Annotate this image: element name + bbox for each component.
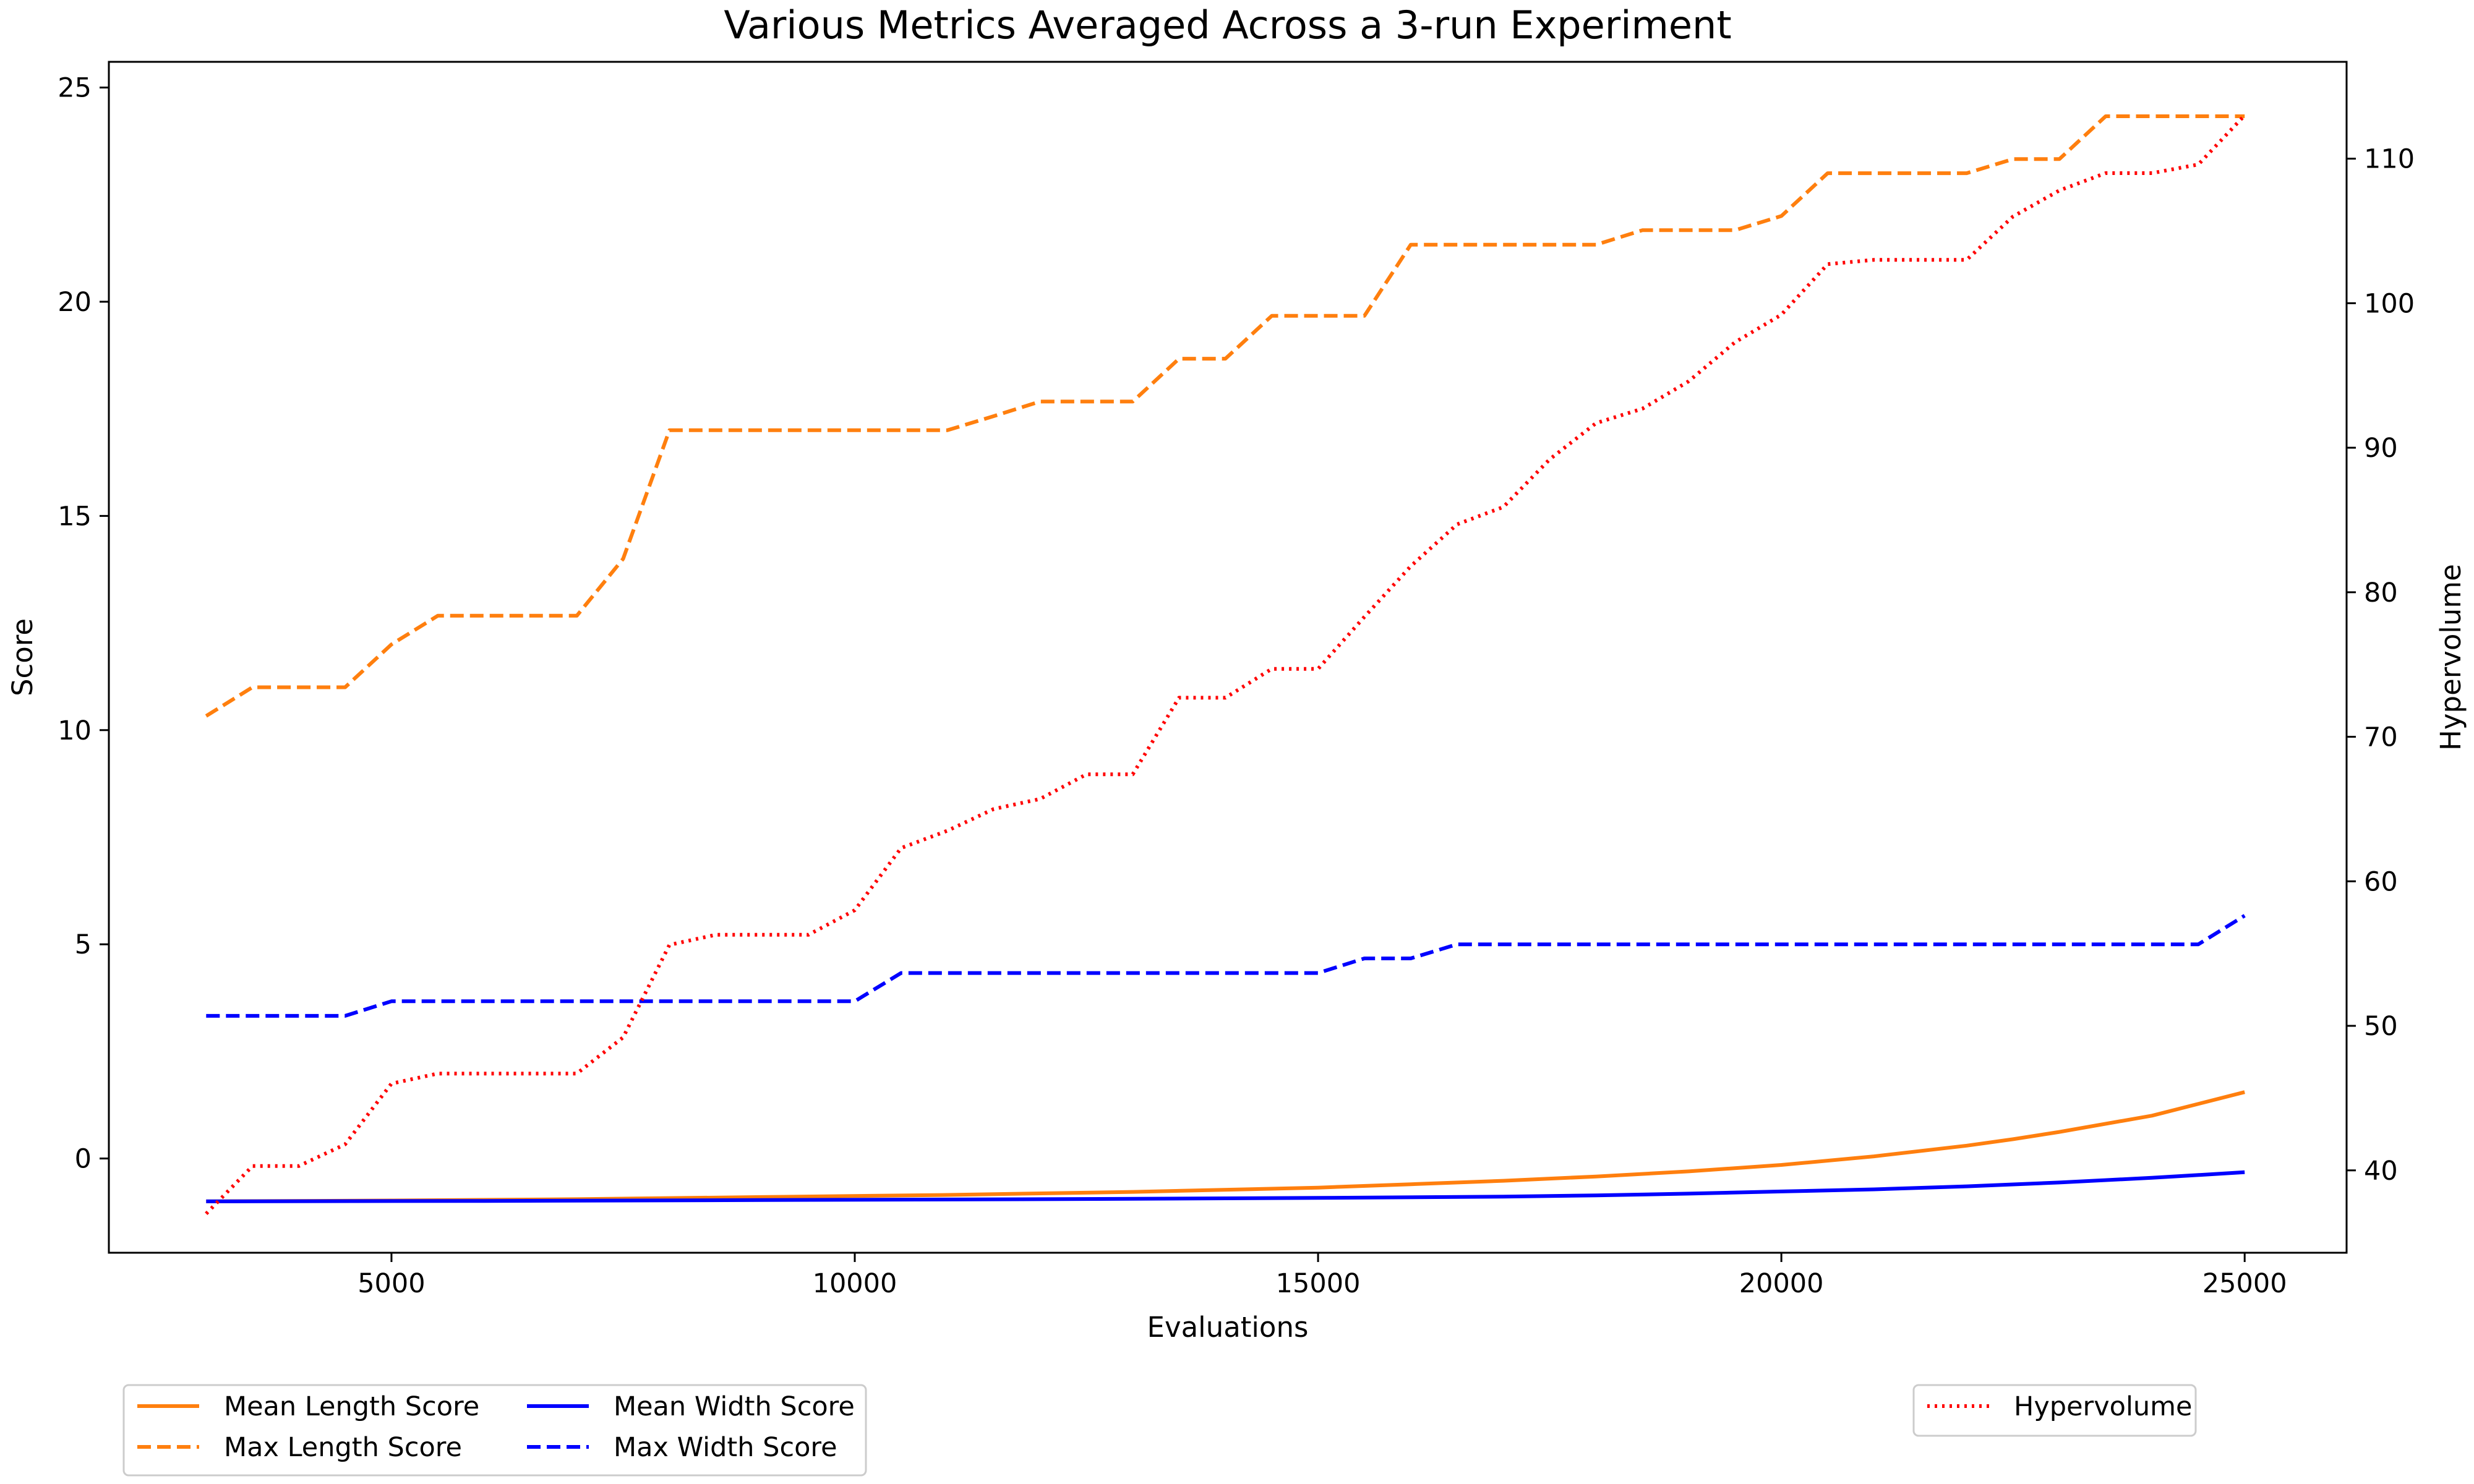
series-line-max-width-score xyxy=(206,914,2246,1018)
x-tick-label: 5000 xyxy=(357,1268,425,1299)
y-tick-label: 0 xyxy=(75,1144,92,1175)
y-axis-title: Score xyxy=(6,618,39,696)
legend-label-mean-length-score: Mean Length Score xyxy=(224,1391,479,1422)
legend-right-box xyxy=(1912,1384,2197,1437)
plot-frame xyxy=(108,61,2348,1254)
y-tick-label: 20 xyxy=(58,287,92,318)
y2-tick-label: 90 xyxy=(2364,433,2398,464)
y-tick-label: 10 xyxy=(58,715,92,746)
plot-series xyxy=(205,114,2246,1215)
y2-tick-label: 110 xyxy=(2364,144,2415,175)
series-line-mean-length-score xyxy=(206,1090,2245,1203)
x-tick-label: 10000 xyxy=(813,1268,897,1299)
legend-right: Hypervolume xyxy=(1912,1384,2197,1437)
series-line-mean-width-score xyxy=(206,1170,2245,1203)
y2-tick-label: 100 xyxy=(2364,288,2415,319)
x-tick-label: 15000 xyxy=(1276,1268,1361,1299)
x-tick-label: 25000 xyxy=(2202,1268,2287,1299)
y2-tick-label: 70 xyxy=(2364,722,2398,753)
legend-left: Mean Length Score Max Length Score Mean Wi… xyxy=(122,1384,867,1477)
x-tick-label: 20000 xyxy=(1739,1268,1824,1299)
y-axis-right: 40 50 60 70 80 90 100 110 xyxy=(2347,144,2415,1187)
y-tick-label: 25 xyxy=(58,73,92,104)
legend-label-hypervolume: Hypervolume xyxy=(2014,1391,2193,1422)
legend-label-mean-width-score: Mean Width Score xyxy=(614,1391,855,1422)
y2-tick-label: 50 xyxy=(2364,1011,2398,1042)
y2-axis-title: Hypervolume xyxy=(2434,564,2467,751)
x-axis: 5000 10000 15000 20000 25000 xyxy=(357,1253,2287,1299)
series-line-hypervolume xyxy=(205,114,2246,1215)
y-axis-left: 0 5 10 15 20 25 xyxy=(58,73,109,1175)
y2-tick-label: 60 xyxy=(2364,866,2398,897)
y-tick-label: 15 xyxy=(58,501,92,532)
legend-label-max-length-score: Max Length Score xyxy=(224,1432,462,1463)
legend-left-box xyxy=(122,1384,867,1477)
series-line-max-length-score xyxy=(205,114,2245,718)
y-tick-label: 5 xyxy=(75,929,92,960)
chart-title: Various Metrics Averaged Across a 3-run … xyxy=(724,2,1731,48)
legend-label-max-width-score: Max Width Score xyxy=(614,1432,837,1463)
y2-tick-label: 80 xyxy=(2364,578,2398,608)
x-axis-title: Evaluations xyxy=(1147,1311,1309,1344)
y2-tick-label: 40 xyxy=(2364,1156,2398,1187)
